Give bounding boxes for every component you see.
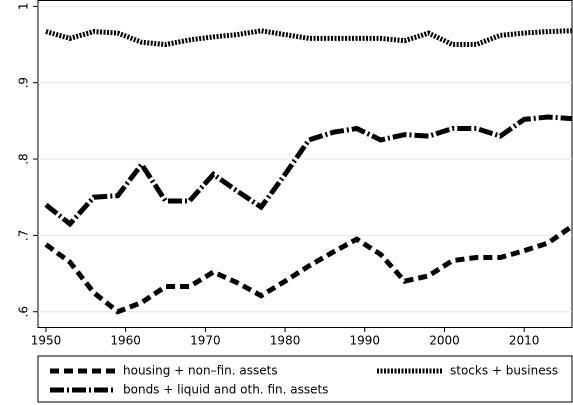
- y-tick-label: .8: [17, 153, 31, 164]
- plot-frame: [37, 0, 573, 328]
- series-line: [44, 224, 573, 315]
- series-line: [45, 28, 573, 48]
- y-tick-label: .9: [17, 77, 31, 88]
- x-tick-label: 1970: [190, 334, 221, 348]
- legend-box: [37, 355, 573, 403]
- x-tick-label: 2010: [509, 334, 540, 348]
- x-tick-label: 1950: [31, 334, 62, 348]
- series-line: [44, 114, 573, 228]
- legend-label: stocks + business: [450, 364, 558, 378]
- legend-label: bonds + liquid and oth. fin. assets: [123, 383, 328, 397]
- y-tick-label: .6: [17, 306, 31, 317]
- legend-label: housing + non–fin. assets: [123, 364, 278, 378]
- y-tick-label: 1: [17, 3, 31, 11]
- x-tick-label: 1980: [270, 334, 301, 348]
- x-tick-label: 2000: [429, 334, 460, 348]
- y-tick-label: .7: [17, 230, 31, 241]
- x-tick-label: 1960: [110, 334, 141, 348]
- x-tick-label: 1990: [350, 334, 381, 348]
